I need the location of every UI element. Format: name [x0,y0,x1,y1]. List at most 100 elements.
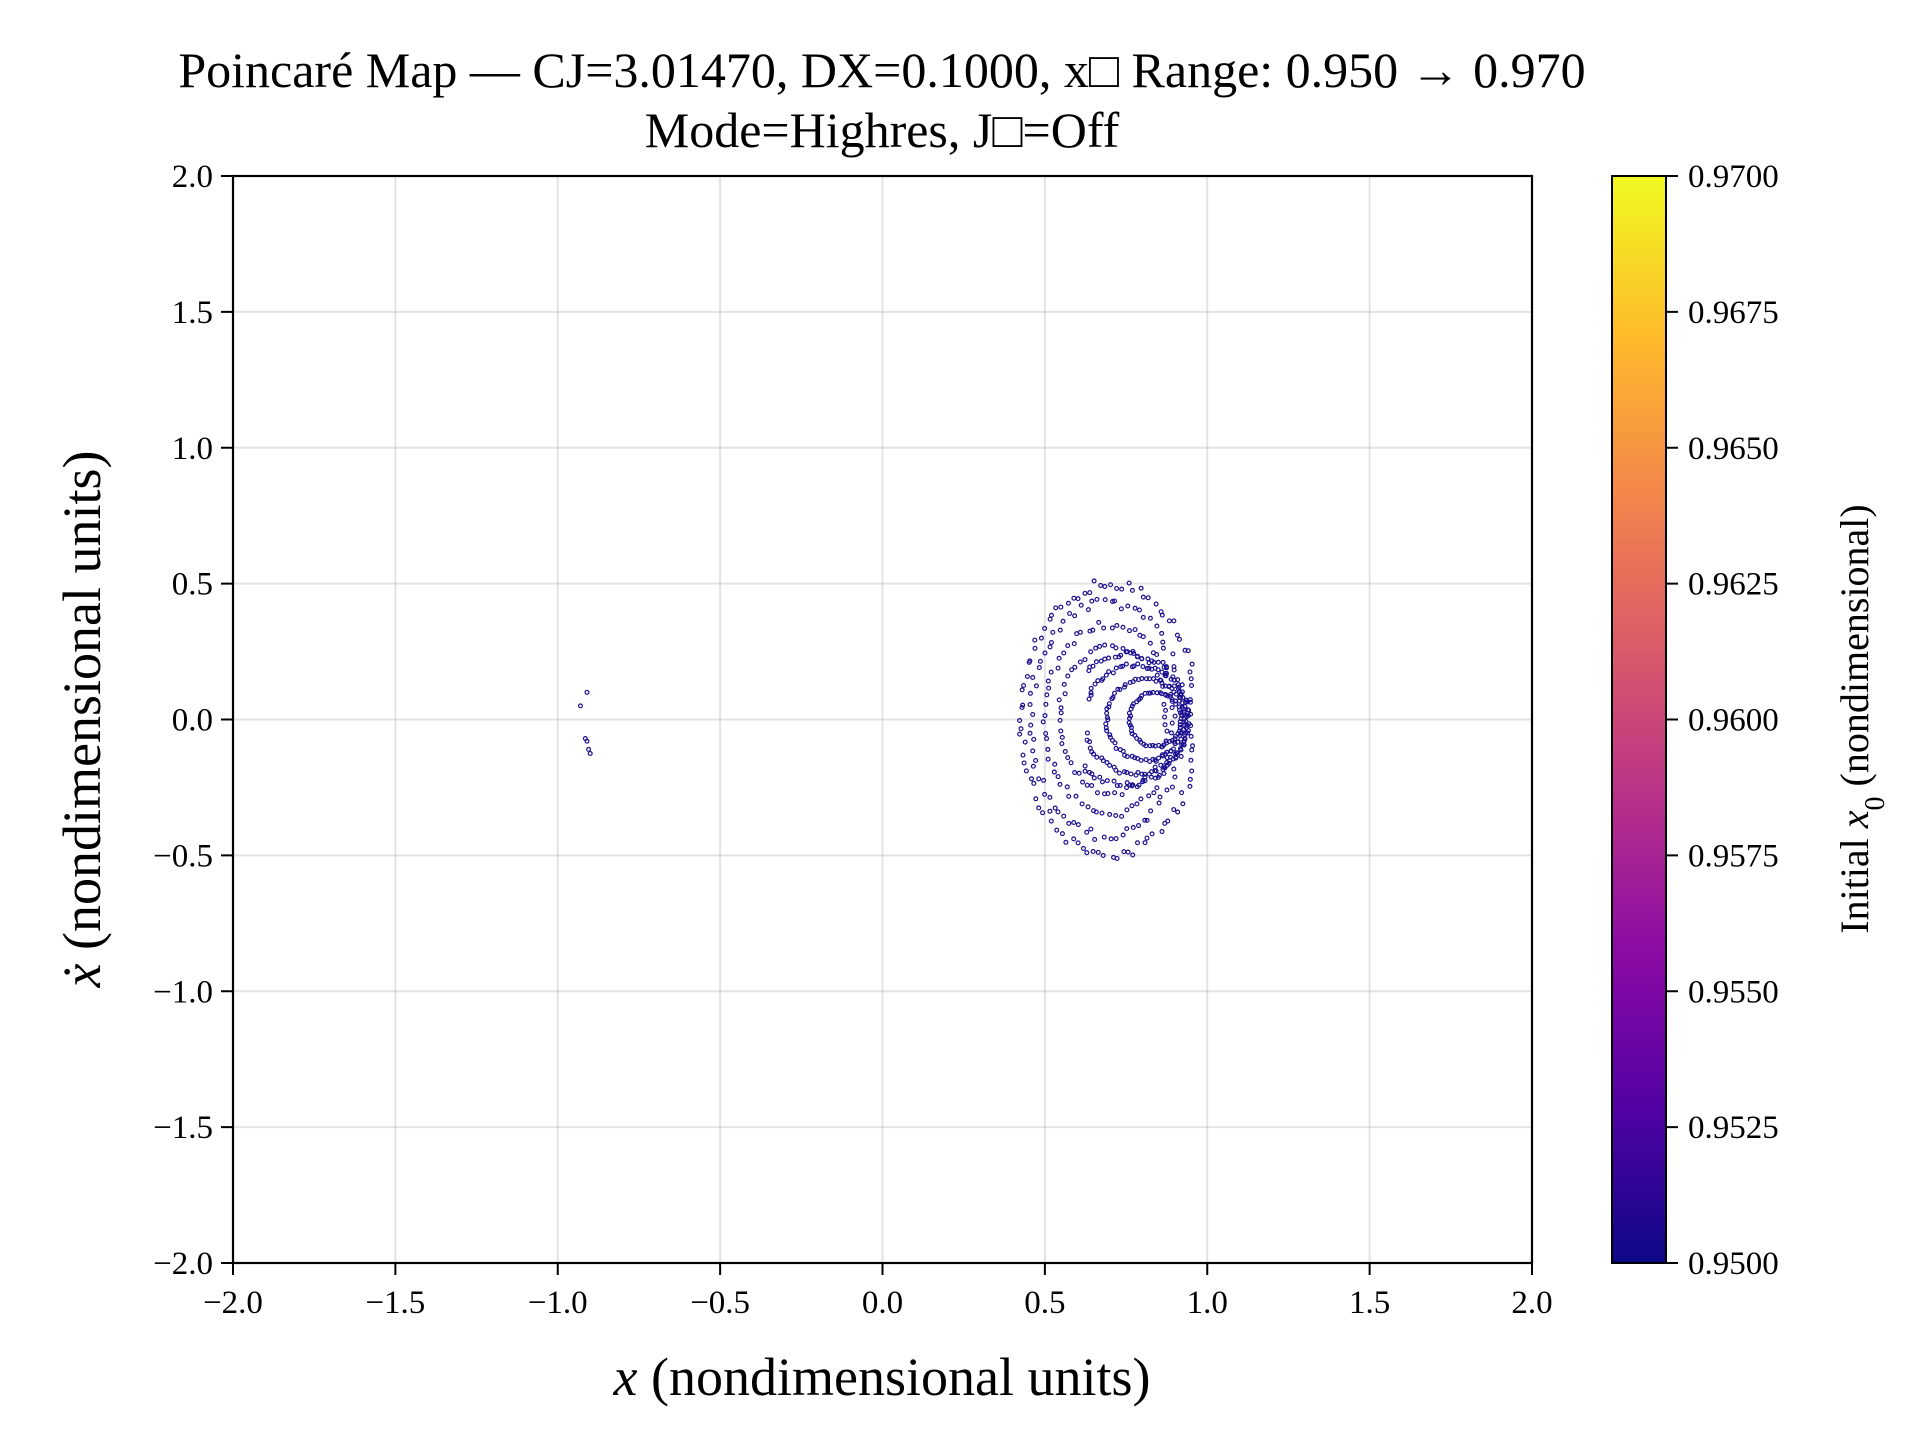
data-point [1111,690,1117,696]
data-point [1078,602,1084,608]
data-point [1140,614,1146,620]
data-point [1164,665,1170,671]
data-point [1072,770,1078,776]
data-point [1168,676,1174,682]
data-point [1170,746,1176,752]
data-point [1087,590,1093,596]
data-point [1032,645,1038,651]
data-point [1047,616,1053,622]
data-point [1124,807,1130,813]
data-point [1153,678,1159,684]
data-point [1161,771,1167,777]
data-point [1110,599,1116,605]
data-point [1136,607,1142,613]
data-point [1177,746,1183,752]
data-point [1113,836,1119,842]
data-point [1027,690,1033,696]
data-point [1157,794,1163,800]
data-point [1052,761,1058,767]
data-point [1154,690,1160,696]
data-point [1158,677,1164,683]
data-point [1057,717,1063,723]
y-axis-label: ẋ (nondimensional units) [52,451,112,989]
data-point [1144,666,1150,672]
x-tick-label: 0.0 [862,1285,903,1321]
data-point [1077,659,1083,665]
data-point [1093,645,1099,651]
data-point [1031,736,1037,742]
data-point [1030,675,1036,681]
data-point [1147,743,1153,749]
data-point [1065,600,1071,606]
data-point [1151,676,1157,682]
data-point [1094,754,1100,760]
data-point [1104,715,1110,721]
data-point [1172,733,1178,739]
data-point [1103,721,1109,727]
data-point [1059,741,1065,747]
data-point [1058,604,1064,610]
data-point [1172,736,1178,742]
data-point [1159,630,1165,636]
data-point [1142,840,1148,846]
data-point [1020,702,1026,708]
data-point [1162,683,1168,689]
data-point [1113,645,1119,651]
data-point [1123,661,1129,667]
data-point [1102,642,1108,648]
data-point [1161,701,1167,707]
data-point [1121,769,1127,775]
data-point [1150,756,1156,762]
data-point [1152,775,1158,781]
data-point [1149,658,1155,664]
data-point [1188,676,1194,682]
data-point [1187,669,1193,675]
data-point [1147,676,1153,682]
data-point [1084,782,1090,788]
data-point [1176,704,1182,710]
data-point [1071,595,1077,601]
data-point [1114,585,1120,591]
data-point [1106,655,1112,661]
data-point [1042,791,1048,797]
data-point [1140,664,1146,670]
data-point [1158,609,1164,615]
y-tick-label: −0.5 [153,838,213,874]
data-point [1138,796,1144,802]
data-point [1058,728,1064,734]
data-point [1189,682,1195,688]
data-point [1071,836,1077,842]
data-point [1037,658,1043,664]
data-point [1150,650,1156,656]
data-point [1178,753,1184,759]
data-point [1167,694,1173,700]
data-point [1082,763,1088,769]
data-point [1024,673,1030,679]
y-axis-ticks: −2.0 −1.5 −1.0 −0.5 0.0 0.5 1.0 1.5 2.0 [153,159,233,1282]
data-point [1118,606,1124,612]
data-point [1033,757,1039,763]
data-point [1177,722,1183,728]
chart-title-line1: Poincaré Map — CJ=3.01470, DX=0.1000, x□… [178,42,1585,98]
data-point [1086,668,1092,674]
data-point [1084,829,1090,835]
data-point [1048,669,1054,675]
x-tick-label: 2.0 [1511,1285,1552,1321]
data-point [1087,628,1093,634]
data-point [1045,678,1051,684]
data-point [1144,835,1150,841]
data-point [1026,659,1032,665]
data-point [1027,730,1033,736]
colorbar [1611,175,1667,1264]
data-point [1048,612,1054,618]
x-axis-label-symbol: x [613,1347,638,1407]
data-point [1122,682,1128,688]
data-point [1171,664,1177,670]
data-point [1137,632,1143,638]
data-point [584,738,590,744]
data-point [1106,669,1112,675]
data-point [1139,771,1145,777]
data-point [1071,641,1077,647]
